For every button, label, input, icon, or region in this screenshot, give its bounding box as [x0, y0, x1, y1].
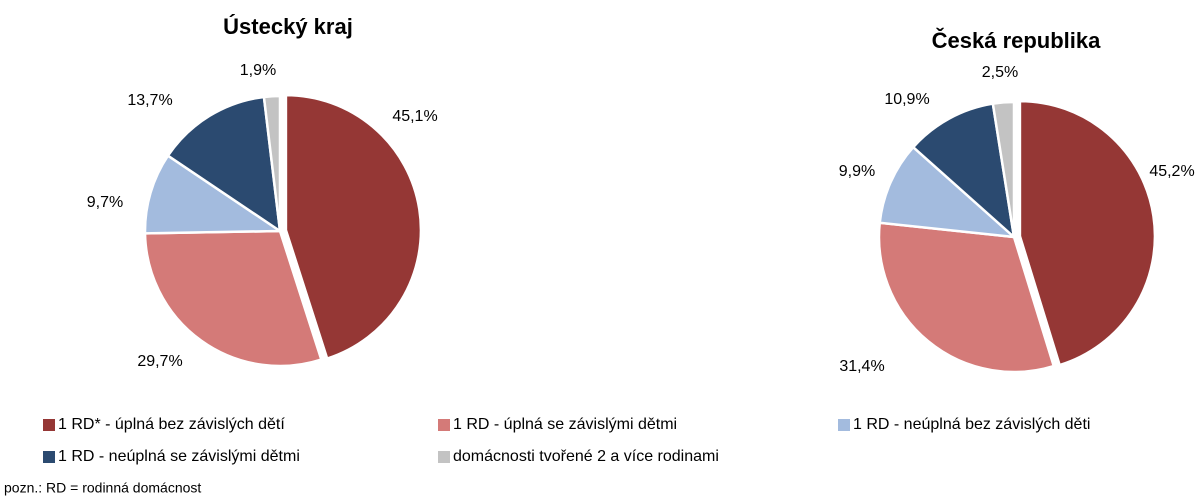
legend-label: 1 RD - neúplná bez závislých děti [853, 416, 1090, 433]
data-label: 9,7% [87, 194, 123, 211]
legend-swatch [43, 451, 55, 463]
pie-slice [1018, 99, 1157, 367]
legend-swatch [838, 419, 850, 431]
pie-slice [262, 94, 282, 232]
data-label: 45,1% [392, 108, 437, 125]
pie-slice [143, 153, 284, 235]
pie-slice [877, 221, 1056, 374]
legend-label: 1 RD* - úplná bez závislých dětí [58, 416, 285, 433]
pie-slice [991, 100, 1016, 238]
pie-slice [166, 95, 282, 234]
legend-label: 1 RD - neúplná se závislými dětmi [58, 448, 300, 465]
data-label: 13,7% [127, 92, 172, 109]
legend-swatch [438, 451, 450, 463]
legend-label: 1 RD - úplná se závislými dětmi [453, 416, 677, 433]
pie-slice [284, 93, 423, 361]
legend-swatch [43, 419, 55, 431]
chart-title: Česká republika [932, 28, 1102, 53]
note: pozn.: RD = rodinná domácnost [4, 480, 201, 496]
pie-slice [878, 145, 1018, 239]
pie-slice [911, 102, 1016, 241]
legend-swatch [438, 419, 450, 431]
legend-label: domácnosti tvořené 2 a více rodinami [453, 448, 719, 465]
data-label: 1,9% [240, 62, 276, 79]
data-label: 2,5% [982, 64, 1018, 81]
chart-title: Ústecký kraj [223, 14, 353, 39]
data-label: 9,9% [839, 163, 875, 180]
data-label: 31,4% [839, 358, 884, 375]
data-label: 29,7% [137, 353, 182, 370]
data-label: 45,2% [1149, 163, 1194, 180]
data-label: 10,9% [884, 91, 929, 108]
pie-slice [143, 229, 323, 368]
